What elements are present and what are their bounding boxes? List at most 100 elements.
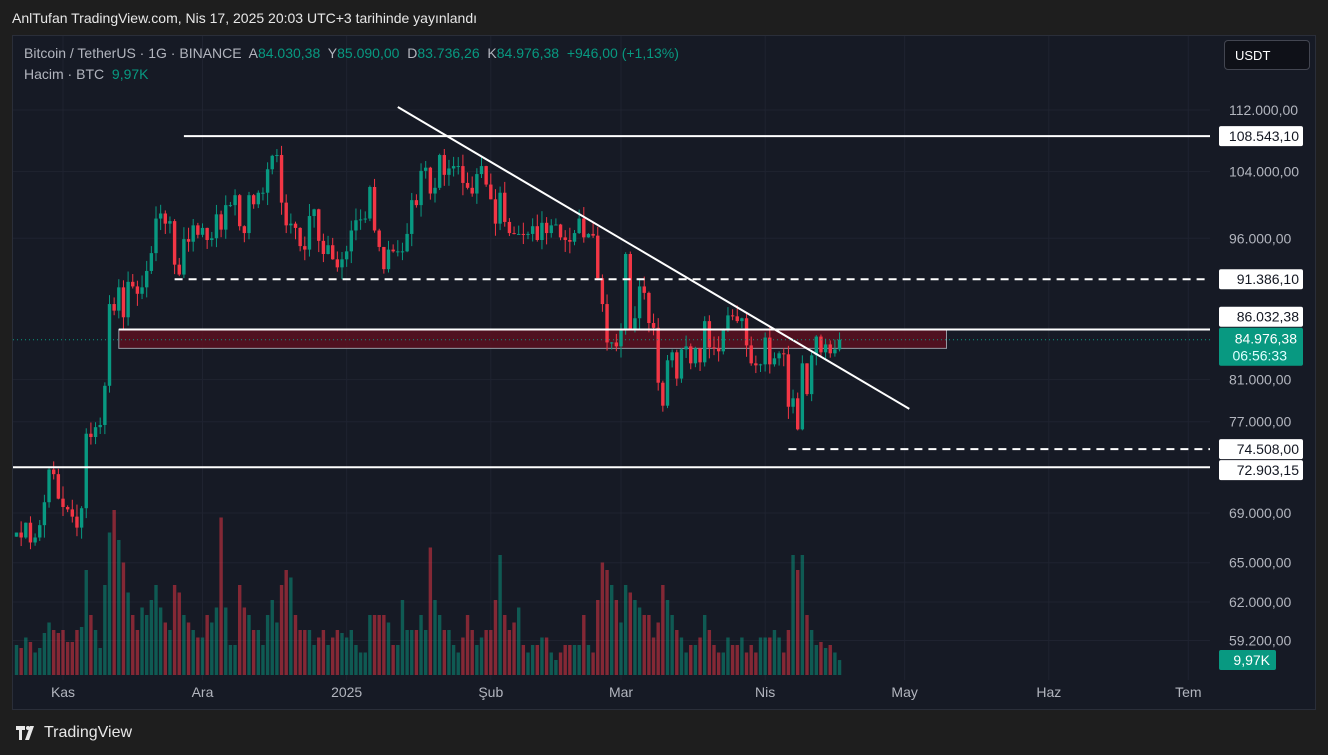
candle: [489, 173, 493, 200]
candle: [772, 352, 777, 367]
candle-body: [140, 287, 144, 294]
candle: [117, 279, 121, 319]
open-value: 84.030,38: [257, 45, 321, 61]
candle: [224, 195, 228, 239]
volume-bar: [419, 615, 423, 675]
candle-body: [693, 348, 698, 364]
candle: [275, 149, 279, 163]
candle: [637, 279, 642, 330]
candle: [75, 504, 79, 537]
candle: [428, 166, 433, 200]
time-axis-label: Nis: [755, 684, 775, 700]
candle-body: [275, 155, 279, 157]
candle-body: [196, 225, 200, 235]
candle-body: [317, 209, 321, 241]
volume-bar: [633, 600, 637, 675]
candle-body: [56, 474, 61, 499]
candle: [251, 193, 256, 209]
volume-bar: [89, 615, 93, 675]
volume-bar: [837, 660, 842, 675]
candle-body: [661, 382, 665, 406]
candle-body: [265, 169, 270, 193]
candle: [461, 154, 465, 196]
volume-bar: [447, 630, 451, 675]
volume-bar: [24, 637, 28, 675]
candle: [456, 157, 460, 175]
currency-button[interactable]: USDT: [1224, 40, 1310, 70]
candle-body: [703, 321, 707, 363]
volume-bar: [749, 645, 753, 675]
volume-bar: [19, 648, 23, 675]
candle-body: [782, 353, 786, 355]
time-axis-label: 2025: [331, 684, 362, 700]
volume-bar: [219, 517, 223, 675]
price-axis-label: 96.000,00: [1229, 230, 1291, 246]
candle: [321, 233, 326, 263]
candle: [744, 312, 749, 357]
candle-body: [414, 200, 419, 206]
high-label: Y: [327, 45, 338, 61]
candle: [670, 349, 674, 368]
volume-bar: [340, 633, 344, 675]
volume-bar: [354, 645, 358, 675]
volume-bar: [614, 600, 619, 675]
candle-body: [572, 233, 577, 242]
candle: [703, 316, 707, 367]
candle: [107, 295, 112, 393]
candle-body: [391, 249, 395, 252]
candle-body: [809, 355, 814, 395]
candle: [833, 339, 837, 357]
volume-bar: [168, 630, 172, 675]
candle-body: [65, 507, 70, 510]
candle-body: [242, 226, 247, 234]
volume-bar: [47, 622, 51, 675]
volume-bar: [400, 600, 405, 675]
candle: [493, 189, 498, 236]
candle: [358, 209, 363, 230]
candle: [177, 257, 181, 277]
candle: [312, 208, 316, 228]
candle-body: [503, 192, 507, 222]
volume-bar: [730, 645, 735, 675]
time-axis-label: Şub: [478, 684, 503, 700]
candle-body: [358, 219, 363, 221]
bar-countdown-label: 06:56:33: [1233, 348, 1288, 364]
candle: [284, 194, 288, 234]
candle: [768, 326, 772, 374]
candle: [205, 227, 209, 249]
candle-body: [526, 233, 530, 235]
candle: [363, 211, 367, 223]
symbol-name[interactable]: Bitcoin / TetherUS · 1G · BINANCE: [24, 45, 242, 61]
volume-bar: [814, 645, 818, 675]
candle-body: [293, 223, 298, 228]
volume-bar: [530, 645, 535, 675]
volume-bar: [605, 570, 609, 675]
level-price-badge: [1219, 126, 1303, 147]
tradingview-footer[interactable]: TradingView: [16, 724, 132, 742]
tradingview-logo-icon: [16, 726, 34, 740]
volume-bar: [38, 648, 42, 675]
candle-body: [442, 155, 446, 175]
volume-bar: [628, 592, 632, 675]
candle: [79, 506, 84, 539]
volume-label[interactable]: Hacim · BTC: [24, 66, 105, 82]
volume-bar: [275, 622, 279, 675]
candle-body: [24, 522, 28, 538]
candle-body: [28, 522, 33, 543]
candle: [145, 260, 149, 298]
candle-body: [582, 218, 586, 238]
volume-bar: [428, 547, 433, 675]
close-label: K: [487, 45, 497, 61]
candle: [135, 280, 140, 306]
volume-bar: [786, 630, 791, 675]
candle: [396, 240, 400, 257]
candle-body: [465, 182, 470, 188]
candle-body: [98, 424, 102, 428]
candle: [433, 177, 437, 203]
candle-body: [800, 363, 805, 430]
candle: [331, 237, 335, 260]
candle: [675, 349, 679, 386]
volume-bar: [79, 627, 84, 675]
change-value: +946,00 (+1,13%): [566, 45, 679, 61]
